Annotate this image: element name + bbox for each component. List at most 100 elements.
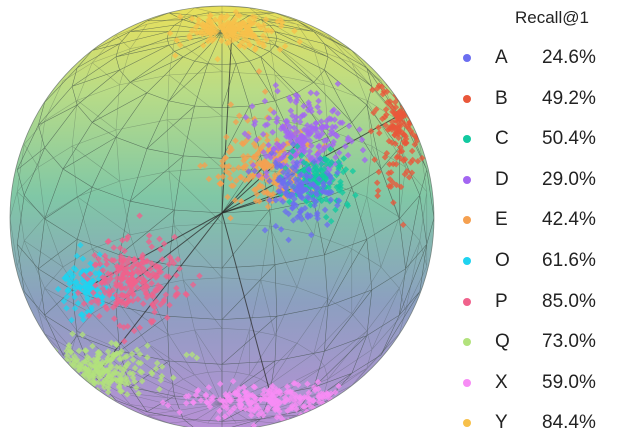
point-x bbox=[224, 393, 231, 400]
point-q bbox=[116, 376, 123, 383]
point-p bbox=[99, 273, 106, 281]
point-a bbox=[289, 171, 296, 178]
point-x bbox=[214, 415, 222, 422]
point-a bbox=[308, 189, 315, 196]
point-a bbox=[272, 222, 280, 230]
point-q bbox=[108, 339, 115, 347]
point-o bbox=[63, 305, 70, 312]
legend-label: A bbox=[495, 47, 508, 68]
point-q bbox=[72, 385, 79, 392]
point-b bbox=[408, 99, 416, 107]
point-x bbox=[203, 399, 211, 406]
point-a bbox=[285, 236, 292, 244]
point-d bbox=[308, 142, 315, 150]
point-b bbox=[410, 29, 417, 36]
point-y bbox=[238, 19, 246, 27]
point-q bbox=[31, 362, 38, 370]
point-p bbox=[170, 260, 178, 267]
point-x bbox=[337, 407, 345, 414]
point-q bbox=[61, 368, 69, 376]
legend-label: Y bbox=[495, 412, 508, 434]
point-x bbox=[337, 398, 344, 406]
point-q bbox=[42, 355, 49, 362]
point-e bbox=[227, 214, 234, 222]
point-x bbox=[205, 384, 213, 391]
point-c bbox=[325, 183, 332, 191]
point-o bbox=[88, 304, 95, 311]
legend-value: 59.0% bbox=[542, 371, 596, 393]
point-a bbox=[312, 198, 320, 205]
point-q bbox=[158, 372, 166, 380]
point-q bbox=[129, 356, 137, 364]
point-c bbox=[317, 165, 324, 173]
point-d bbox=[356, 126, 363, 133]
point-b bbox=[345, 24, 352, 32]
point-d bbox=[305, 129, 313, 137]
point-q bbox=[65, 368, 73, 376]
point-c bbox=[322, 196, 330, 203]
point-x bbox=[332, 388, 339, 396]
point-p bbox=[136, 212, 143, 220]
point-e bbox=[205, 175, 213, 183]
point-e bbox=[249, 173, 256, 181]
point-p bbox=[154, 282, 162, 289]
point-x bbox=[206, 403, 214, 410]
point-b bbox=[398, 83, 405, 90]
point-p bbox=[129, 291, 137, 299]
cluster-center-a bbox=[292, 182, 308, 198]
point-a bbox=[296, 172, 304, 179]
spoke-x bbox=[221, 212, 273, 401]
point-a bbox=[276, 174, 283, 182]
point-p bbox=[149, 317, 157, 325]
point-a bbox=[305, 194, 312, 202]
point-b bbox=[388, 30, 395, 38]
spoke-e bbox=[221, 164, 266, 214]
legend-item-q: Q 73.0% bbox=[455, 330, 632, 354]
point-q bbox=[62, 365, 70, 373]
point-p bbox=[129, 297, 137, 304]
point-b bbox=[416, 71, 424, 79]
point-c bbox=[340, 155, 348, 162]
point-p bbox=[176, 265, 183, 272]
point-c bbox=[321, 155, 328, 163]
point-y bbox=[223, 12, 231, 20]
point-q bbox=[49, 384, 56, 391]
point-c bbox=[327, 145, 334, 153]
point-d bbox=[259, 131, 267, 138]
point-y bbox=[200, 42, 207, 49]
point-c bbox=[289, 147, 297, 155]
point-q bbox=[170, 374, 177, 381]
point-b bbox=[401, 69, 408, 77]
point-x bbox=[255, 405, 262, 412]
point-x bbox=[229, 377, 237, 385]
point-p bbox=[173, 271, 180, 279]
point-e bbox=[255, 183, 263, 191]
point-b bbox=[395, 59, 402, 66]
point-q bbox=[89, 374, 97, 381]
point-b bbox=[398, 79, 406, 86]
point-x bbox=[274, 404, 281, 412]
point-d bbox=[245, 133, 252, 140]
point-b bbox=[391, 51, 398, 58]
point-a bbox=[284, 168, 292, 175]
point-d bbox=[273, 115, 281, 122]
point-p bbox=[160, 240, 168, 248]
point-x bbox=[221, 413, 229, 420]
point-a bbox=[308, 231, 315, 239]
point-c bbox=[327, 218, 335, 225]
legend-value: 24.6% bbox=[542, 47, 596, 68]
legend-item-b: B 49.2% bbox=[455, 87, 632, 111]
point-p bbox=[162, 291, 170, 298]
point-q bbox=[112, 351, 120, 358]
point-p bbox=[128, 264, 135, 272]
point-e bbox=[257, 145, 264, 152]
point-d bbox=[316, 108, 323, 116]
point-a bbox=[326, 179, 333, 186]
point-d bbox=[315, 142, 323, 150]
point-d bbox=[339, 119, 346, 126]
point-o bbox=[79, 316, 87, 323]
point-e bbox=[225, 170, 233, 177]
point-p bbox=[101, 252, 109, 260]
point-c bbox=[335, 163, 342, 170]
sphere-outline bbox=[9, 5, 435, 427]
